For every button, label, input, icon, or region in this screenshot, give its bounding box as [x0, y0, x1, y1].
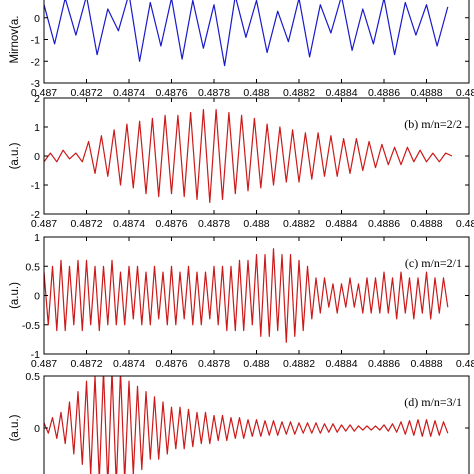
y-tick-label: -3	[31, 78, 40, 90]
x-tick-label: 0.488	[243, 218, 269, 230]
y-axis-label-d: (a.u.)	[9, 414, 21, 441]
y-tick-label: 1	[34, 232, 40, 244]
x-tick-label: 0.4882	[283, 87, 315, 99]
y-tick-label: -2	[31, 209, 40, 221]
x-tick-label: 0.4882	[283, 218, 315, 230]
x-tick-label: 0.4884	[325, 358, 357, 370]
x-tick-label: 0.4888	[410, 218, 442, 230]
panel-c: -1 -0.5 0 0.5 1 0.487 0.4872 0.4874 0.4876 0.4878…	[9, 232, 474, 370]
axes-frame-a	[43, 0, 470, 84]
panel-a: -3 -2 -1 0 0.487 0.4872 0.4874 0.4876 0.4878 0.48…	[9, 0, 474, 99]
x-tick-label: 0.4874	[113, 218, 145, 230]
x-tick-label: 0.4886	[368, 358, 400, 370]
y-tick-label: 1	[34, 122, 40, 134]
y-tick-label: 0	[34, 151, 40, 163]
x-tick-label: 0.487	[31, 358, 57, 370]
x-tick-label: 0.4872	[70, 87, 102, 99]
y-tick-label: -2	[31, 56, 40, 68]
panel-annotation-c: (c) m/n=2/1	[405, 256, 462, 270]
y-axis-label-a: Mirnov(a.	[9, 16, 21, 64]
series-line-a	[44, 0, 449, 67]
x-tick-label: 0.489	[456, 218, 474, 230]
x-tick-label: 0.4878	[198, 87, 230, 99]
y-tick-label: 2	[34, 93, 40, 105]
x-tick-label: 0.488	[243, 358, 269, 370]
x-tick-label: 0.4882	[283, 358, 315, 370]
x-tick-label: 0.487	[31, 87, 57, 99]
x-tick-label: 0.4876	[155, 218, 187, 230]
x-tick-label: 0.4878	[198, 218, 230, 230]
x-tick-label: 0.4884	[325, 218, 357, 230]
panel-d: -0.500.5(a.u.)(d) m/n=3/1	[9, 371, 470, 474]
y-axis-label-c: (a.u.)	[9, 282, 21, 309]
y-tick-label: 0.5	[25, 261, 40, 273]
series-line-c	[44, 248, 449, 343]
panel-b: -2 -1 0 1 2 0.487 0.4872 0.4874 0.4876 0.4878 0.48…	[9, 93, 474, 230]
x-tick-label: 0.4872	[70, 218, 102, 230]
panel-annotation-b: (b) m/n=2/2	[404, 117, 462, 131]
series-line-d	[44, 376, 449, 474]
x-tick-label: 0.4876	[155, 87, 187, 99]
y-axis-label-b: (a.u.)	[9, 142, 21, 169]
series-line-b	[44, 108, 453, 203]
y-tick-label: 0.5	[25, 371, 40, 383]
y-tick-label: -1	[31, 35, 40, 47]
y-tick-label: 0	[34, 423, 40, 435]
x-tick-label: 0.4876	[155, 358, 187, 370]
x-tick-label: 0.488	[243, 87, 269, 99]
x-tick-label: 0.4884	[325, 87, 357, 99]
x-tick-label: 0.4886	[368, 218, 400, 230]
panel-annotation-d: (d) m/n=3/1	[404, 395, 462, 409]
x-tick-label: 0.487	[31, 218, 57, 230]
x-tick-label: 0.489	[456, 87, 474, 99]
x-tick-label: 0.4874	[113, 87, 145, 99]
y-tick-label: 0	[34, 291, 40, 303]
axes-frame-b	[43, 97, 470, 215]
x-tick-label: 0.4888	[410, 358, 442, 370]
y-tick-label: 0	[34, 13, 40, 25]
x-tick-label: 0.4888	[410, 87, 442, 99]
x-tick-label: 0.4872	[70, 358, 102, 370]
x-tick-label: 0.489	[456, 358, 474, 370]
y-tick-label: -1	[31, 180, 40, 192]
y-tick-label: -1	[31, 349, 40, 361]
x-tick-label: 0.4874	[113, 358, 145, 370]
axes-frame-d	[43, 375, 470, 474]
x-tick-label: 0.4886	[368, 87, 400, 99]
y-tick-label: -0.5	[22, 320, 40, 332]
x-tick-label: 0.4878	[198, 358, 230, 370]
